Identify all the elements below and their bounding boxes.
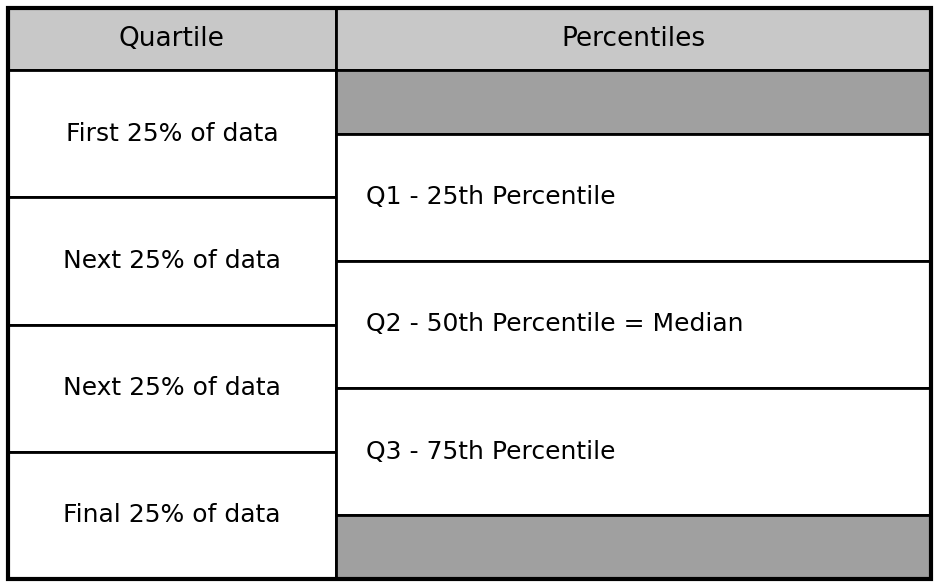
Bar (8, 325, 335, 452)
Bar (335, 8, 931, 70)
Bar (335, 515, 931, 579)
Bar (335, 70, 931, 134)
Bar (335, 388, 931, 515)
Text: Percentiles: Percentiles (562, 26, 705, 52)
Bar (8, 197, 335, 325)
Text: First 25% of data: First 25% of data (66, 122, 278, 146)
Text: Next 25% of data: Next 25% of data (63, 249, 281, 273)
Text: Q2 - 50th Percentile = Median: Q2 - 50th Percentile = Median (365, 312, 743, 336)
Text: Q1 - 25th Percentile: Q1 - 25th Percentile (365, 185, 615, 209)
Text: Q3 - 75th Percentile: Q3 - 75th Percentile (365, 440, 615, 464)
Bar (335, 261, 931, 388)
Text: Quartile: Quartile (119, 26, 224, 52)
Bar (8, 452, 335, 579)
Text: Final 25% of data: Final 25% of data (63, 504, 281, 527)
Text: Next 25% of data: Next 25% of data (63, 376, 281, 400)
Bar (8, 8, 335, 70)
Bar (335, 134, 931, 261)
Bar (8, 70, 335, 197)
